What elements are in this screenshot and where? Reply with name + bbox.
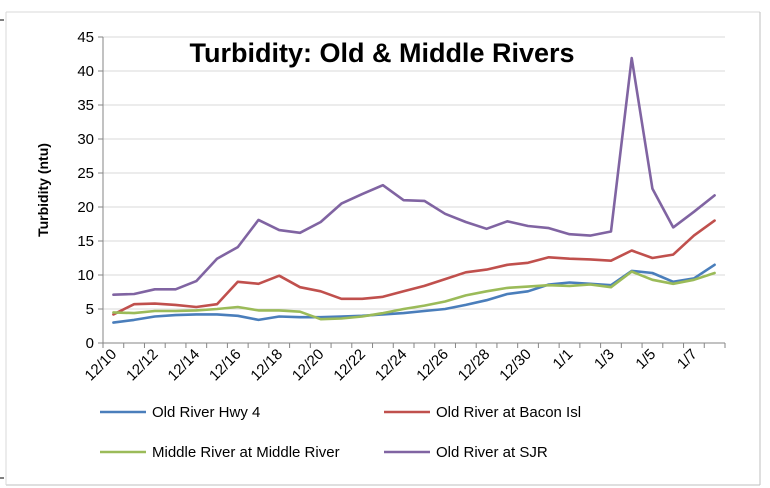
y-tick-label: 45 <box>77 29 94 46</box>
y-tick-label: 10 <box>77 267 94 284</box>
series-line-old-river-at-sjr <box>112 56 716 297</box>
y-tick-label: 20 <box>77 199 94 216</box>
series-line-old-river-hwy-4 <box>112 263 716 324</box>
y-tick-label: 35 <box>77 97 94 114</box>
legend-label: Old River Hwy 4 <box>152 404 260 421</box>
legend-item-old-river-hwy-4: Old River Hwy 4 <box>100 404 260 421</box>
y-tick-label: 5 <box>86 301 94 318</box>
x-tick-label: 12/20 <box>289 346 328 385</box>
axes <box>98 36 726 348</box>
x-tick-label: 12/26 <box>413 346 452 385</box>
y-tick-label: 40 <box>77 63 94 80</box>
legend-item-old-river-at-bacon-isl: Old River at Bacon Isl <box>384 404 581 421</box>
x-tick-label: 12/24 <box>372 346 411 385</box>
legend-label: Middle River at Middle River <box>152 444 340 461</box>
x-tick-label: 12/14 <box>165 346 204 385</box>
x-tick-label: 12/22 <box>330 346 369 385</box>
legend: Old River Hwy 4 Old River at Bacon Isl Mid… <box>100 404 581 461</box>
y-tick-label: 25 <box>77 165 94 182</box>
y-tick-label: 30 <box>77 131 94 148</box>
data-series <box>112 56 716 324</box>
x-tick-label: 12/28 <box>455 346 494 385</box>
x-tick-label: 12/18 <box>247 346 286 385</box>
x-tick-label: 1/3 <box>591 346 618 373</box>
chart-title: Turbidity: Old & Middle Rivers <box>189 38 574 68</box>
legend-item-middle-river-at-middle-river: Middle River at Middle River <box>100 444 340 461</box>
y-tick-label: 15 <box>77 233 94 250</box>
legend-item-old-river-at-sjr: Old River at SJR <box>384 444 548 461</box>
y-axis-tick-labels: 0 5 10 15 20 25 30 35 40 45 <box>77 29 94 352</box>
gridlines <box>103 36 725 310</box>
legend-label: Old River at SJR <box>436 444 548 461</box>
legend-label: Old River at Bacon Isl <box>436 404 581 421</box>
x-tick-label: 12/12 <box>123 346 162 385</box>
x-tick-label: 12/16 <box>206 346 245 385</box>
x-tick-label: 1/1 <box>550 346 577 373</box>
series-line-middle-river-at-middle-river <box>112 270 716 321</box>
y-tick-label: 0 <box>86 335 94 352</box>
x-tick-label: 1/7 <box>674 346 701 373</box>
x-tick-label: 12/30 <box>496 346 535 385</box>
y-axis-label: Turbidity (ntu) <box>35 143 51 237</box>
series-line-old-river-at-bacon-isl <box>112 219 716 316</box>
x-axis-tick-labels: 12/10 12/12 12/14 12/16 12/18 12/20 12/22 12/24… <box>82 346 701 385</box>
x-tick-label: 1/5 <box>632 346 659 373</box>
